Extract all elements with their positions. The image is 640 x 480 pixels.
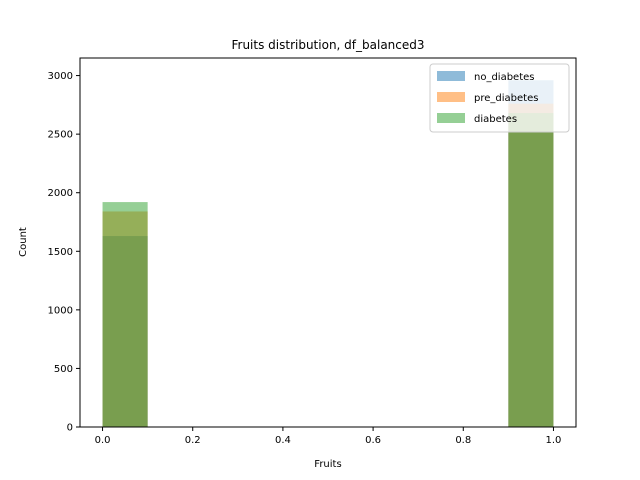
- legend-swatch-no_diabetes: [437, 71, 465, 81]
- x-tick-label: 0.0: [95, 435, 111, 446]
- legend: no_diabetes pre_diabetes diabetes: [429, 63, 570, 133]
- legend-label-diabetes: diabetes: [474, 114, 517, 125]
- legend-label-pre_diabetes: pre_diabetes: [474, 93, 538, 104]
- bar-diabetes-bin-0: [102, 202, 148, 427]
- legend-swatch-diabetes: [437, 113, 465, 123]
- x-axis: 0.0 0.2 0.4 0.6 0.8 1.0: [95, 427, 562, 446]
- x-tick-label: 0.6: [365, 435, 381, 446]
- legend-label-no_diabetes: no_diabetes: [474, 72, 535, 83]
- bar-diabetes-bin-1: [508, 113, 554, 428]
- x-tick-label: 0.4: [275, 435, 291, 446]
- y-axis: 0 500 1000 1500 2000 2500 3000: [48, 71, 80, 434]
- x-axis-label: Fruits: [314, 459, 341, 470]
- y-axis-label: Count: [18, 227, 29, 257]
- y-tick-label: 0: [67, 423, 73, 434]
- plot-area: [102, 80, 554, 428]
- y-tick-label: 1500: [48, 247, 73, 258]
- x-tick-label: 0.2: [185, 435, 201, 446]
- x-tick-label: 1.0: [546, 435, 562, 446]
- x-tick-label: 0.8: [455, 435, 471, 446]
- chart-title: Fruits distribution, df_balanced3: [231, 38, 424, 52]
- y-tick-label: 500: [54, 364, 73, 375]
- plot-frame: [79, 57, 577, 428]
- y-tick-label: 1000: [48, 305, 73, 316]
- y-tick-label: 2000: [48, 188, 73, 199]
- legend-swatch-pre_diabetes: [437, 92, 465, 102]
- y-tick-label: 2500: [48, 130, 73, 141]
- y-tick-label: 3000: [48, 71, 73, 82]
